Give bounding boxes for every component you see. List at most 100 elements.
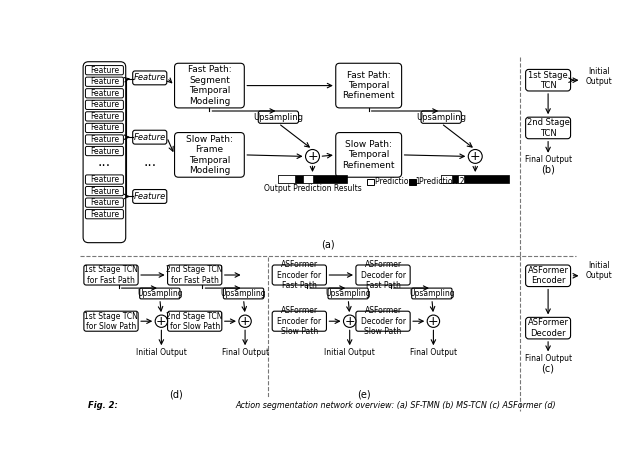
Text: Feature: Feature xyxy=(90,187,119,195)
Bar xyxy=(458,175,465,182)
FancyBboxPatch shape xyxy=(272,311,326,331)
Text: Fast Path:
Temporal
Refinement: Fast Path: Temporal Refinement xyxy=(342,71,395,100)
Text: 1st Stage
TCN: 1st Stage TCN xyxy=(528,70,568,90)
FancyBboxPatch shape xyxy=(85,112,124,121)
Text: Feature: Feature xyxy=(90,198,119,207)
Text: ASFormer
Encoder: ASFormer Encoder xyxy=(527,266,568,286)
Text: Feature: Feature xyxy=(90,89,119,98)
Circle shape xyxy=(239,315,252,327)
Text: Prediction 1: Prediction 1 xyxy=(375,177,420,186)
FancyBboxPatch shape xyxy=(421,111,461,123)
FancyBboxPatch shape xyxy=(85,175,124,184)
FancyBboxPatch shape xyxy=(525,265,571,287)
FancyBboxPatch shape xyxy=(132,71,167,85)
Text: 1st Stage TCN
for Slow Path: 1st Stage TCN for Slow Path xyxy=(84,312,138,331)
Text: ASFormer
Encoder for
Fast Path: ASFormer Encoder for Fast Path xyxy=(277,260,321,290)
Text: Action segmentation network overview: (a) SF-TMN (b) MS-TCN (c) ASFormer (d): Action segmentation network overview: (a… xyxy=(235,401,556,410)
Text: ...: ... xyxy=(143,155,156,169)
FancyBboxPatch shape xyxy=(85,100,124,109)
Text: Feature: Feature xyxy=(134,192,166,201)
Text: Final Output: Final Output xyxy=(525,354,572,363)
Text: 2nd Stage TCN
for Slow Path: 2nd Stage TCN for Slow Path xyxy=(166,312,223,331)
FancyBboxPatch shape xyxy=(132,130,167,144)
Text: Slow Path:
Frame
Temporal
Modeling: Slow Path: Frame Temporal Modeling xyxy=(186,135,233,175)
Text: Feature: Feature xyxy=(134,133,166,142)
Text: Final Output: Final Output xyxy=(410,348,457,357)
FancyBboxPatch shape xyxy=(168,311,222,331)
Text: (a): (a) xyxy=(321,239,335,249)
Text: +: + xyxy=(307,150,318,163)
FancyBboxPatch shape xyxy=(356,311,410,331)
Text: Feature: Feature xyxy=(90,135,119,144)
FancyBboxPatch shape xyxy=(525,69,571,91)
FancyBboxPatch shape xyxy=(85,66,124,75)
Text: Upsampling: Upsampling xyxy=(416,113,466,122)
Text: Initial
Output: Initial Output xyxy=(586,261,613,280)
FancyBboxPatch shape xyxy=(83,62,125,243)
FancyBboxPatch shape xyxy=(85,77,124,87)
FancyBboxPatch shape xyxy=(356,265,410,285)
Text: Initial
Output: Initial Output xyxy=(586,67,613,86)
FancyBboxPatch shape xyxy=(412,288,452,299)
Bar xyxy=(278,175,347,182)
Text: ...: ... xyxy=(97,155,111,169)
FancyBboxPatch shape xyxy=(175,63,244,108)
Text: (b): (b) xyxy=(541,164,555,175)
Bar xyxy=(303,175,312,182)
Circle shape xyxy=(305,150,319,163)
Text: Feature: Feature xyxy=(90,210,119,219)
Text: (e): (e) xyxy=(358,389,371,400)
Text: Initial Output: Initial Output xyxy=(324,348,375,357)
Text: Feature: Feature xyxy=(90,66,119,75)
Text: Upsampling: Upsampling xyxy=(137,289,182,298)
Text: 2nd Stage TCN
for Fast Path: 2nd Stage TCN for Fast Path xyxy=(166,265,223,285)
FancyBboxPatch shape xyxy=(85,146,124,156)
Text: +: + xyxy=(156,315,166,328)
FancyBboxPatch shape xyxy=(336,63,402,108)
Text: ASFormer
Decoder for
Fast Path: ASFormer Decoder for Fast Path xyxy=(360,260,406,290)
FancyBboxPatch shape xyxy=(85,135,124,144)
Text: Feature: Feature xyxy=(90,147,119,156)
Circle shape xyxy=(428,315,440,327)
Text: Feature: Feature xyxy=(90,100,119,109)
Text: +: + xyxy=(470,150,481,163)
FancyBboxPatch shape xyxy=(85,210,124,219)
Text: ASFormer
Decoder: ASFormer Decoder xyxy=(527,319,568,338)
Text: 2nd Stage
TCN: 2nd Stage TCN xyxy=(527,118,570,138)
Text: Feature: Feature xyxy=(134,74,166,82)
FancyBboxPatch shape xyxy=(223,288,264,299)
Circle shape xyxy=(344,315,356,327)
Text: (d): (d) xyxy=(169,389,183,400)
FancyBboxPatch shape xyxy=(85,123,124,132)
Text: Feature: Feature xyxy=(90,175,119,184)
FancyBboxPatch shape xyxy=(85,198,124,207)
Text: Upsampling: Upsampling xyxy=(409,289,454,298)
Text: Feature: Feature xyxy=(90,112,119,121)
FancyBboxPatch shape xyxy=(525,317,571,339)
Text: Initial Output: Initial Output xyxy=(136,348,187,357)
Text: ASFormer
Decoder for
Slow Path: ASFormer Decoder for Slow Path xyxy=(360,307,406,336)
Circle shape xyxy=(468,150,482,163)
FancyBboxPatch shape xyxy=(336,132,402,177)
Text: 1st Stage TCN
for Fast Path: 1st Stage TCN for Fast Path xyxy=(84,265,138,285)
Text: Feature: Feature xyxy=(90,124,119,132)
Text: Final Output: Final Output xyxy=(221,348,269,357)
Bar xyxy=(410,179,417,185)
FancyBboxPatch shape xyxy=(175,132,244,177)
Text: Upsampling: Upsampling xyxy=(253,113,303,122)
Circle shape xyxy=(155,315,168,327)
FancyBboxPatch shape xyxy=(85,89,124,98)
Text: (c): (c) xyxy=(541,363,555,373)
Text: +: + xyxy=(344,315,355,328)
Text: Upsampling: Upsampling xyxy=(221,289,266,298)
Text: Prediction 2: Prediction 2 xyxy=(419,177,464,186)
Text: Feature: Feature xyxy=(90,77,119,86)
Bar xyxy=(441,175,452,182)
Text: +: + xyxy=(428,315,438,328)
FancyBboxPatch shape xyxy=(140,288,180,299)
FancyBboxPatch shape xyxy=(132,189,167,203)
FancyBboxPatch shape xyxy=(259,111,298,123)
Text: Slow Path:
Temporal
Refinement: Slow Path: Temporal Refinement xyxy=(342,140,395,170)
FancyBboxPatch shape xyxy=(85,187,124,196)
Text: ASFormer
Encoder for
Slow Path: ASFormer Encoder for Slow Path xyxy=(277,307,321,336)
